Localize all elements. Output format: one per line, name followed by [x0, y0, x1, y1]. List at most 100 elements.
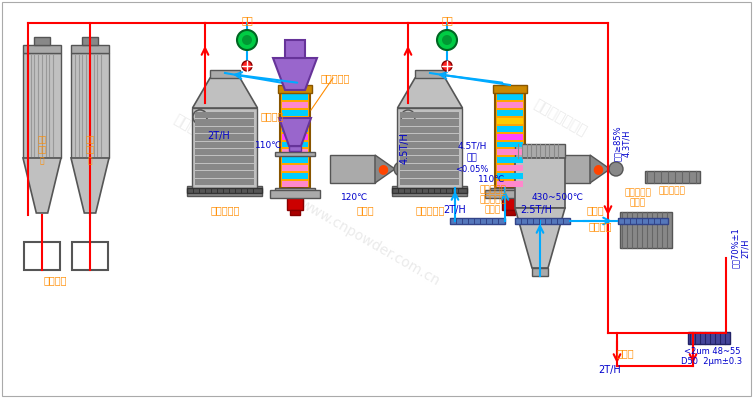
Bar — [282, 149, 308, 155]
Text: 风机: 风机 — [241, 15, 253, 25]
Circle shape — [437, 30, 457, 50]
Text: 产品泵: 产品泵 — [616, 348, 634, 358]
Bar — [196, 164, 255, 170]
Text: 涂酸磨机: 涂酸磨机 — [261, 111, 284, 121]
Bar — [515, 158, 565, 208]
Bar — [490, 188, 530, 193]
Bar — [71, 53, 109, 158]
Bar — [497, 94, 523, 100]
Bar — [289, 146, 301, 151]
Bar — [187, 188, 263, 193]
Bar — [401, 142, 459, 148]
Text: 螺旋
产品
机: 螺旋 产品 机 — [85, 135, 95, 165]
Bar — [497, 102, 523, 108]
Bar — [23, 53, 61, 158]
Bar — [545, 155, 590, 183]
Bar — [282, 142, 308, 147]
Text: 2T/H: 2T/H — [599, 365, 621, 375]
Bar — [495, 93, 525, 188]
Text: 燃烧器: 燃烧器 — [586, 205, 604, 215]
Text: 布袋除尘器: 布袋除尘器 — [210, 205, 239, 215]
Bar — [330, 155, 375, 183]
Bar — [275, 152, 315, 156]
Text: 燃烧器: 燃烧器 — [356, 205, 373, 215]
Polygon shape — [590, 155, 610, 183]
Bar — [82, 37, 98, 45]
Polygon shape — [23, 158, 61, 213]
Bar — [497, 181, 523, 187]
Text: 中国粉体技术网: 中国粉体技术网 — [531, 97, 589, 139]
Polygon shape — [193, 78, 258, 108]
Text: 4.5T/H: 4.5T/H — [400, 132, 410, 164]
Bar — [450, 218, 505, 224]
Bar — [497, 142, 523, 147]
Polygon shape — [71, 158, 109, 213]
Bar — [290, 210, 300, 215]
Bar — [618, 218, 668, 224]
Bar — [196, 149, 255, 155]
Bar — [645, 171, 700, 183]
Text: 干燥磨机: 干燥磨机 — [588, 221, 611, 231]
Circle shape — [242, 35, 252, 45]
Text: 2T/H: 2T/H — [444, 205, 466, 215]
Text: 110℃: 110℃ — [478, 176, 506, 185]
Bar — [196, 171, 255, 178]
Bar — [415, 70, 445, 78]
Text: 螺旋
产品
机: 螺旋 产品 机 — [38, 135, 47, 165]
Circle shape — [442, 61, 452, 71]
Bar — [34, 37, 50, 45]
Text: 干粉进料罐: 干粉进料罐 — [480, 185, 507, 195]
Text: <2um 48~55: <2um 48~55 — [684, 347, 740, 355]
Bar — [502, 188, 518, 210]
Text: 布袋除尘器: 布袋除尘器 — [416, 205, 445, 215]
Bar — [497, 126, 523, 132]
Circle shape — [609, 162, 623, 176]
Bar — [196, 179, 255, 185]
Bar — [392, 188, 468, 193]
Text: 包装系统: 包装系统 — [43, 275, 67, 285]
Bar — [196, 156, 255, 163]
Text: 110℃: 110℃ — [255, 142, 282, 150]
Text: 固含70%±1: 固含70%±1 — [730, 228, 739, 268]
Bar — [532, 268, 548, 276]
Bar — [282, 181, 308, 187]
Circle shape — [401, 110, 415, 124]
Text: ●: ● — [593, 162, 603, 176]
Circle shape — [193, 110, 207, 124]
Bar — [193, 108, 258, 188]
Polygon shape — [398, 78, 462, 108]
Text: 皮带称: 皮带称 — [485, 205, 501, 215]
Bar — [282, 102, 308, 108]
Circle shape — [193, 110, 207, 124]
Bar — [688, 332, 730, 344]
Bar — [72, 242, 108, 270]
Text: 螺旋输送机: 螺旋输送机 — [624, 189, 651, 197]
Bar — [401, 171, 459, 178]
Bar — [497, 173, 523, 179]
Bar — [398, 108, 462, 188]
Bar — [401, 119, 459, 126]
Circle shape — [442, 35, 452, 45]
Bar — [287, 188, 303, 210]
Bar — [270, 190, 320, 198]
Text: 430~500℃: 430~500℃ — [532, 193, 584, 203]
Text: 2.5T/H: 2.5T/H — [520, 205, 552, 215]
Text: www.cnpowder.com.cn: www.cnpowder.com.cn — [297, 197, 442, 289]
Bar — [282, 126, 308, 132]
Text: 硬脂酸系统: 硬脂酸系统 — [320, 73, 349, 83]
Bar — [196, 127, 255, 133]
Bar — [401, 134, 459, 140]
Text: 中国粉体技术网: 中国粉体技术网 — [171, 112, 229, 154]
Bar — [515, 144, 565, 158]
Bar — [71, 45, 109, 53]
Bar — [282, 110, 308, 116]
Bar — [196, 119, 255, 126]
Bar — [401, 127, 459, 133]
Bar — [497, 157, 523, 163]
Bar — [23, 45, 61, 53]
Bar — [282, 94, 308, 100]
Polygon shape — [273, 58, 317, 90]
Text: 2T/H: 2T/H — [208, 131, 230, 141]
Text: 4.3T/H: 4.3T/H — [623, 129, 632, 157]
Bar — [497, 134, 523, 140]
